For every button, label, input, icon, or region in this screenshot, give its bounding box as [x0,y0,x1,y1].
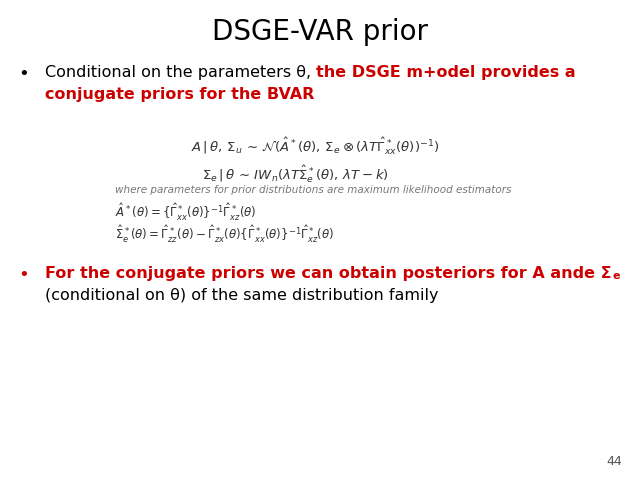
Text: the DSGE m+odel provides a: the DSGE m+odel provides a [316,65,576,80]
Text: DSGE-VAR prior: DSGE-VAR prior [0,479,1,480]
Text: where parameters for prior distributions are maximum likelihood estimators: where parameters for prior distributions… [115,185,511,195]
Text: Conditional on the parameters θ,: Conditional on the parameters θ, [45,65,316,80]
Text: For the conjugate priors we can obtain posteriors for A ande Σ: For the conjugate priors we can obtain p… [45,266,611,281]
Text: 44: 44 [606,455,622,468]
Text: •: • [0,479,1,480]
Text: conjugate priors for the BVAR: conjugate priors for the BVAR [45,87,314,102]
Text: •: • [18,266,29,284]
Text: $\hat{\Sigma}^*_e(\theta) = \hat{\Gamma}^*_{zz}(\theta) - \hat{\Gamma}^*_{zx}(\t: $\hat{\Sigma}^*_e(\theta) = \hat{\Gamma}… [115,224,334,245]
Text: $A\,|\,\theta,\,\Sigma_u\,\sim\,\mathcal{N}(\hat{A}^*(\theta),\,\Sigma_e\otimes(: $A\,|\,\theta,\,\Sigma_u\,\sim\,\mathcal… [191,135,439,156]
Text: e: e [612,271,620,281]
Text: (conditional on θ) of the same distribution family: (conditional on θ) of the same distribut… [45,288,438,303]
Text: •: • [18,65,29,83]
Text: DSGE-VAR prior: DSGE-VAR prior [212,18,428,46]
Text: $\Sigma_e\,|\,\theta\,\sim\,IW_n(\lambda T\hat{\Sigma}^*_e(\theta),\,\lambda T -: $\Sigma_e\,|\,\theta\,\sim\,IW_n(\lambda… [202,163,388,185]
Text: $\hat{A}^*(\theta) = \{\hat{\Gamma}^*_{xx}(\theta)\}^{-1}\hat{\Gamma}^*_{xz}(\th: $\hat{A}^*(\theta) = \{\hat{\Gamma}^*_{x… [115,202,257,224]
